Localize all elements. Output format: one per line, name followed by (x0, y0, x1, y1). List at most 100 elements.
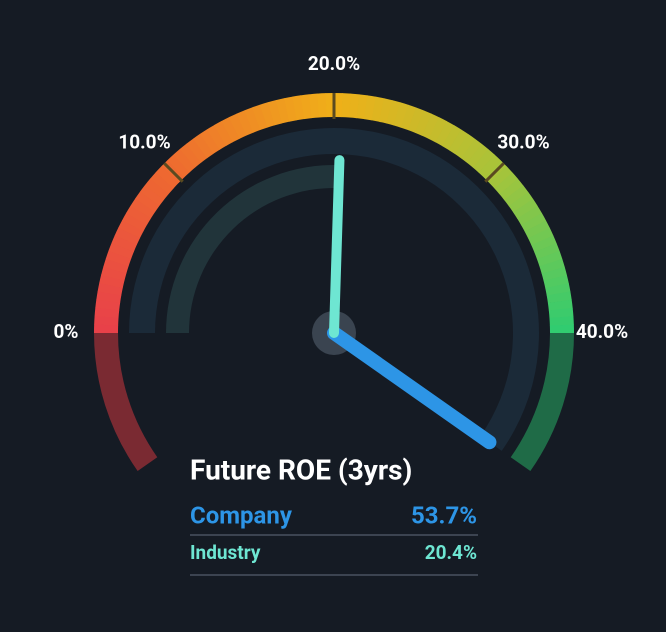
gauge-arc (539, 258, 565, 274)
gauge-arc (300, 94, 312, 120)
legend-value: 20.4% (425, 541, 477, 564)
tick-mark (484, 162, 505, 183)
needle (327, 326, 497, 450)
gauge-arc (111, 235, 137, 253)
gauge-arc (94, 307, 120, 318)
tick-mark (163, 162, 184, 183)
tick-label: 10.0% (118, 131, 170, 154)
gauge-arc (103, 258, 129, 274)
gauge-arc (460, 138, 483, 164)
gauge-arc (435, 121, 455, 147)
value-band (129, 128, 539, 451)
tick-label: 40.0% (576, 320, 628, 343)
chart-title: Future ROE (3yrs) (190, 453, 412, 486)
tick-label: 30.0% (497, 131, 549, 154)
gauge-arc (386, 100, 401, 126)
gauge-arc (548, 307, 574, 319)
needle (329, 155, 345, 338)
gauge-arc (534, 243, 560, 260)
gauge-arc (292, 95, 305, 121)
gauge-arc (448, 129, 469, 155)
gauge-arc (466, 143, 489, 168)
gauge-arc (108, 242, 134, 260)
gauge-arc (155, 165, 179, 189)
tick-label: 20.0% (308, 52, 360, 75)
gauge-arc (543, 274, 569, 289)
gauge-arc (96, 290, 122, 303)
gauge-arc (334, 93, 343, 118)
gauge-arc (105, 250, 132, 267)
gauge-arc (97, 282, 123, 296)
tick-label: 0% (54, 320, 79, 343)
gauge-arc (428, 117, 448, 143)
gauge-arc (341, 93, 352, 118)
gauge-arc (130, 198, 156, 219)
gauge-arc (400, 104, 417, 131)
gauge-arc (489, 166, 513, 189)
gauge-arc (513, 198, 538, 219)
gauge-arc (371, 96, 385, 122)
gauge-arc (536, 250, 563, 267)
gauge-arc (531, 235, 557, 253)
value-band (166, 165, 340, 333)
gauge-arc (325, 93, 335, 118)
gauge-arc (236, 110, 254, 136)
gauge-arc (541, 266, 567, 282)
gauge-arc (549, 316, 574, 326)
gauge-arc (135, 191, 160, 213)
gauge-arc (94, 315, 119, 326)
gauge-arc (521, 213, 547, 232)
gauge-arc (267, 100, 283, 126)
gauge-arc (499, 178, 524, 201)
gauge-arc (186, 138, 208, 163)
gauge-arc (221, 117, 240, 143)
gauge-arc (547, 299, 573, 311)
gauge-arc (114, 227, 141, 246)
gauge-arc (101, 266, 127, 281)
gauge-arc (508, 191, 534, 213)
gauge-arc (317, 93, 327, 118)
gauge-arc (442, 125, 462, 151)
gauge-arc (214, 120, 233, 146)
gauge-arc (206, 124, 227, 150)
legend-name: Industry (190, 541, 261, 564)
gauge-arc (517, 205, 543, 226)
gauge-arc (349, 93, 360, 119)
gauge-arc (478, 154, 502, 178)
gauge-arc (199, 129, 220, 154)
gauge-arc (407, 107, 425, 133)
gauge-arc (308, 93, 320, 119)
gauge-arc (179, 143, 202, 168)
gauge-arc (118, 219, 144, 239)
gauge-arc (122, 212, 148, 232)
gauge-arc (150, 172, 174, 195)
gauge-arc (251, 104, 268, 131)
gauge-arc (228, 113, 247, 139)
gauge-arc (139, 184, 165, 207)
gauge-arc (494, 172, 519, 195)
gauge-arc (421, 113, 440, 140)
legend-value: 53.7% (411, 501, 477, 529)
gauge-arc (244, 107, 261, 133)
gauge-arc (528, 227, 554, 246)
gauge-arc (504, 185, 529, 207)
gauge-arc (454, 134, 476, 159)
gauge-high-range (510, 333, 574, 472)
gauge-arc (99, 274, 125, 289)
legend-name: Company (190, 501, 293, 529)
gauge-arc (275, 98, 290, 124)
gauge-arc (524, 220, 550, 239)
gauge-arc (549, 324, 574, 333)
gauge-arc (126, 205, 152, 225)
gauge-arc (192, 133, 214, 159)
gauge-arc (472, 149, 495, 173)
gauge-arc (546, 291, 572, 304)
gauge-arc (364, 95, 377, 121)
gauge-arc (167, 154, 190, 178)
gauge-low-range (94, 333, 158, 472)
gauge-arc (259, 102, 275, 128)
gauge-arc (94, 324, 119, 333)
gauge-arc (144, 178, 169, 201)
